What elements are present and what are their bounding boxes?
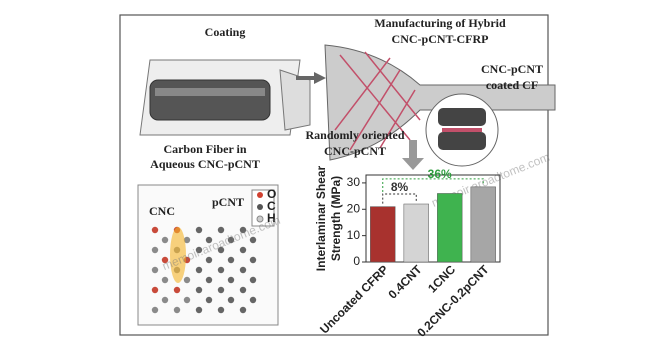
bar [470, 186, 496, 263]
atom [227, 276, 235, 284]
atom [183, 236, 191, 244]
label: pCNT [212, 195, 244, 209]
coated-fibers [425, 93, 499, 167]
arrow-head [314, 72, 326, 84]
atom [239, 306, 247, 314]
bar [437, 193, 463, 263]
atom [249, 296, 257, 304]
atom [217, 286, 225, 294]
bar [403, 203, 429, 263]
atom [205, 296, 213, 304]
annotation: 8% [391, 180, 409, 194]
label: coated CF [486, 78, 538, 92]
label: Coating [205, 25, 246, 39]
label: Aqueous CNC-pCNT [150, 157, 260, 171]
atom [249, 236, 257, 244]
atom [227, 256, 235, 264]
atom [239, 226, 247, 234]
atom [217, 306, 225, 314]
bar [370, 206, 396, 263]
atom [217, 226, 225, 234]
atom [161, 296, 169, 304]
atom [239, 266, 247, 274]
atom [151, 246, 159, 254]
atom [217, 266, 225, 274]
highlight [170, 227, 186, 283]
atom [205, 256, 213, 264]
atom [239, 286, 247, 294]
atom [161, 256, 169, 264]
atom [195, 286, 203, 294]
coating-bath [139, 59, 311, 136]
y-axis-label: Strength (MPa) [329, 176, 343, 261]
legend-dot [256, 215, 264, 223]
label: CNC-pCNT [481, 62, 543, 76]
arrow-head [402, 158, 424, 170]
atom [239, 246, 247, 254]
atom [195, 306, 203, 314]
atom [195, 246, 203, 254]
bracket [382, 193, 417, 204]
atom [249, 256, 257, 264]
atom [183, 296, 191, 304]
atom [195, 266, 203, 274]
atom [151, 226, 159, 234]
legend: C [267, 199, 276, 213]
atom [173, 286, 181, 294]
label: CNC-pCNT [324, 144, 386, 158]
plot-frame [365, 174, 501, 263]
atom [173, 306, 181, 314]
atom [227, 236, 235, 244]
y-tick-label: 20 [347, 201, 361, 215]
legend: O [267, 187, 276, 201]
atom [151, 286, 159, 294]
atom [151, 306, 159, 314]
legend-dot [257, 192, 263, 198]
y-tick-label: 0 [353, 254, 360, 268]
atom [183, 276, 191, 284]
atom [227, 296, 235, 304]
label: Manufacturing of Hybrid [374, 16, 506, 30]
label: CNC [149, 204, 175, 218]
y-tick-label: 10 [347, 228, 361, 242]
atom [205, 236, 213, 244]
bracket [382, 178, 484, 192]
legend: H [267, 211, 276, 225]
atom [161, 276, 169, 284]
atom [195, 226, 203, 234]
y-axis-label: Interlaminar Shear [314, 165, 328, 271]
label: Randomly oriented [306, 128, 405, 142]
molecule-box [137, 184, 279, 326]
atom [217, 246, 225, 254]
annotation: 36% [428, 167, 452, 181]
atom [205, 276, 213, 284]
y-tick-label: 30 [347, 175, 361, 189]
atom [249, 276, 257, 284]
atom [161, 236, 169, 244]
atom [151, 266, 159, 274]
label: CNC-pCNT-CFRP [392, 32, 489, 46]
label: Carbon Fiber in [163, 142, 246, 156]
legend-dot [257, 204, 263, 210]
